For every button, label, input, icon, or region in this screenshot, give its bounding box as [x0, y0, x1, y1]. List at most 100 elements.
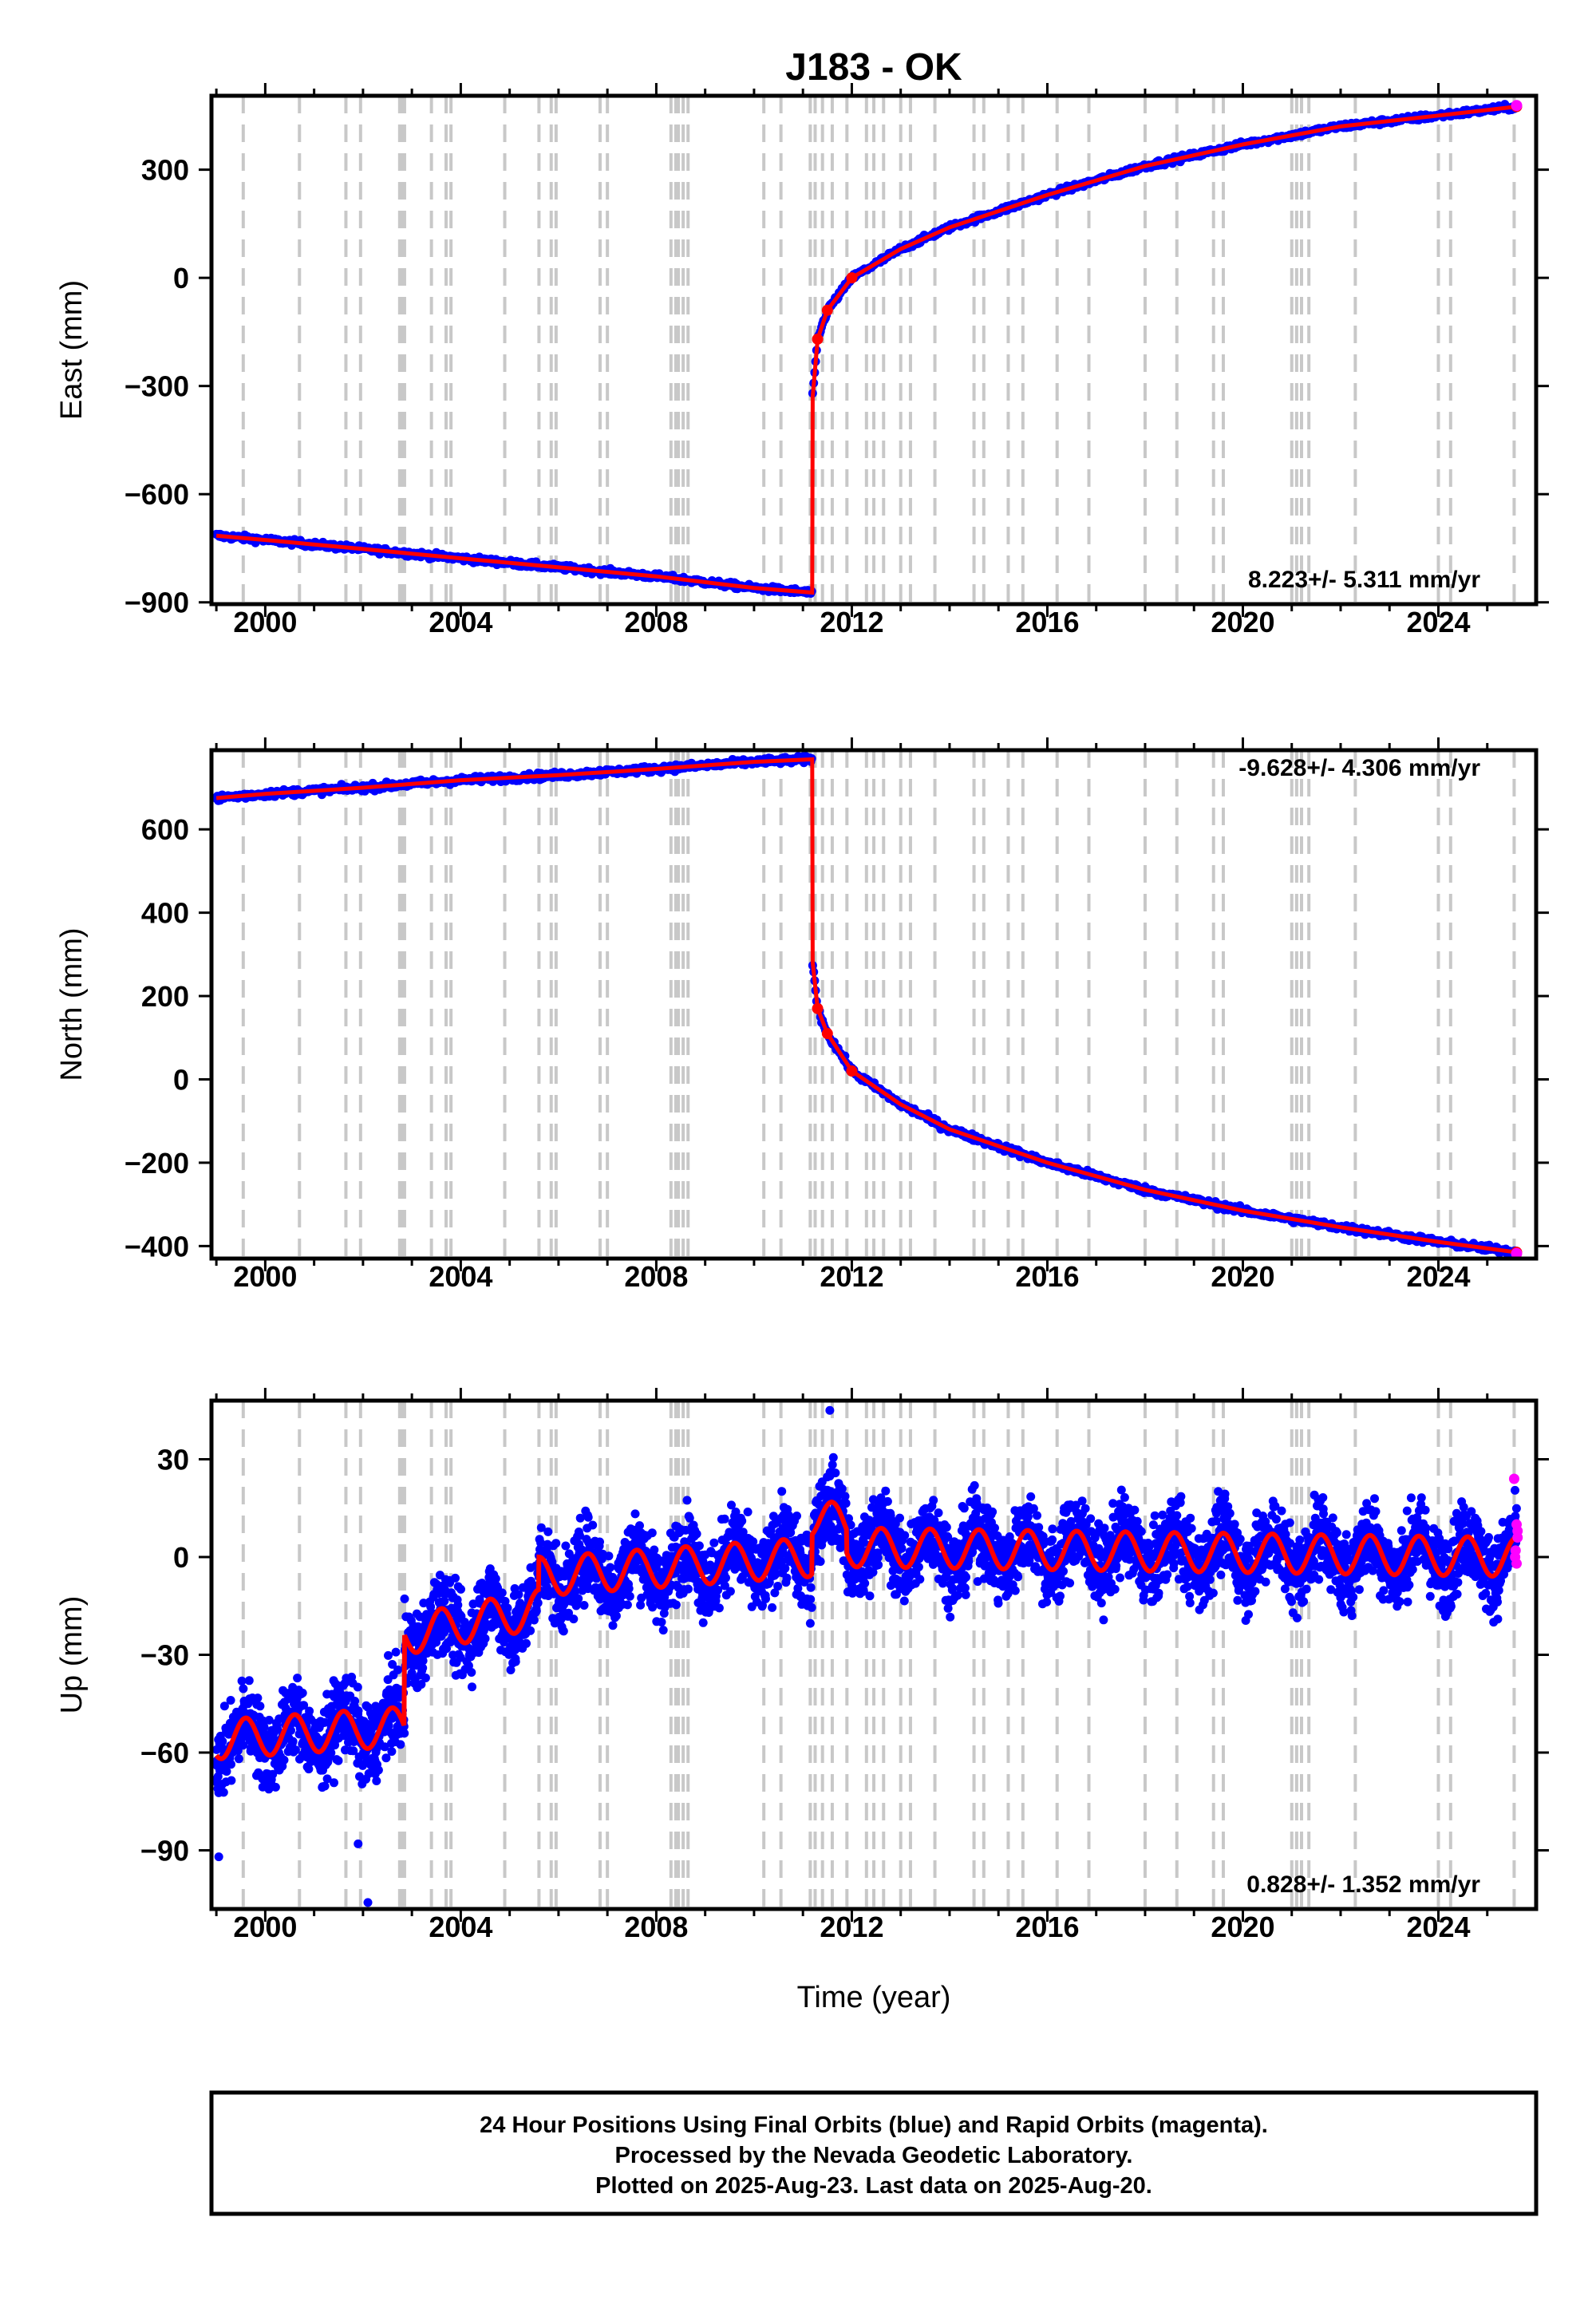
final-orbit-point — [237, 1676, 247, 1686]
figure-title: J183 - OK — [785, 46, 962, 89]
final-orbit-point — [777, 1487, 787, 1496]
final-orbit-point — [588, 1520, 598, 1530]
final-orbit-point — [713, 1585, 723, 1595]
final-orbit-point — [349, 1746, 358, 1756]
velocity-rate-label: 8.223+/- 5.311 mm/yr — [1248, 567, 1480, 593]
final-orbit-point — [720, 1514, 729, 1524]
final-orbit-point — [514, 1590, 523, 1599]
final-orbit-point — [354, 1706, 363, 1716]
final-orbit-point — [792, 1512, 801, 1520]
final-orbit-point — [286, 1725, 295, 1735]
final-orbit-point — [630, 1509, 640, 1519]
final-orbit-point — [322, 1774, 332, 1784]
model-fit-line — [215, 105, 1517, 595]
final-orbit-point — [259, 1722, 269, 1732]
final-orbit-point — [417, 1680, 426, 1689]
final-orbit-point — [451, 1573, 460, 1583]
final-orbit-point — [387, 1747, 397, 1757]
y-axis-label: East (mm) — [55, 280, 89, 420]
model-fit-marker — [821, 1028, 833, 1040]
final-orbit-point — [400, 1594, 409, 1603]
rapid-orbit-point — [1511, 100, 1523, 112]
final-orbit-point — [293, 1674, 302, 1683]
final-orbit-point — [768, 1512, 778, 1521]
final-orbit-point — [650, 1545, 659, 1555]
model-fit-marker — [812, 333, 824, 345]
final-orbit-point — [583, 1512, 593, 1522]
final-orbit-point — [770, 1588, 780, 1598]
rapid-orbit-point — [1511, 1247, 1523, 1259]
final-orbit-point — [749, 1537, 758, 1547]
final-orbit-point — [491, 1574, 500, 1583]
final-orbit-point — [268, 1769, 278, 1779]
y-tick-label: 0 — [173, 1063, 189, 1096]
final-orbit-point — [738, 1528, 748, 1537]
final-orbit-point — [559, 1626, 568, 1636]
final-orbit-point — [658, 1626, 668, 1635]
final-orbit-point — [288, 1737, 298, 1746]
final-orbit-point — [657, 1618, 666, 1626]
model-fit-marker — [812, 1002, 824, 1014]
final-orbit-point — [784, 1511, 793, 1520]
final-orbit-point — [692, 1529, 701, 1539]
final-orbit-point — [271, 1782, 280, 1792]
final-orbit-point — [393, 1665, 403, 1674]
final-orbit-point — [350, 1697, 360, 1705]
final-orbit-point — [391, 1647, 401, 1657]
x-tick-label: 2016 — [1015, 1260, 1079, 1293]
final-orbit-point — [372, 1777, 381, 1785]
final-orbit-point — [516, 1599, 525, 1608]
final-orbit-point — [464, 1661, 473, 1670]
final-orbit-point — [635, 1521, 644, 1531]
final-orbit-point — [595, 1537, 604, 1547]
final-orbit-point — [453, 1600, 463, 1610]
final-orbit-point — [569, 1614, 579, 1624]
model-fit-marker — [846, 272, 858, 284]
north-panel: 2000 2004 2008 2012 2016 2020 20246004002000−2… — [55, 737, 1549, 1293]
final-orbit-point — [227, 1776, 236, 1785]
final-orbit-point — [709, 1538, 719, 1547]
final-orbit-point — [604, 1551, 614, 1561]
y-axis-label: North (mm) — [55, 927, 89, 1081]
final-orbit-point — [218, 1737, 227, 1746]
y-tick-label: −400 — [124, 1230, 189, 1263]
final-orbit-point — [279, 1755, 289, 1765]
final-orbit-point — [440, 1596, 449, 1606]
final-orbit-point — [575, 1531, 584, 1540]
model-fit-line — [215, 757, 1517, 1255]
final-orbit-point — [737, 1516, 747, 1526]
x-tick-label: 2000 — [233, 606, 297, 638]
final-orbit-point — [685, 1513, 694, 1523]
final-orbit-point — [731, 1508, 741, 1516]
final-orbit-point — [227, 1760, 235, 1769]
final-orbit-point — [647, 1528, 657, 1538]
x-tick-label: 2004 — [429, 1260, 492, 1293]
final-orbit-point — [234, 1754, 243, 1764]
x-tick-label: 2008 — [624, 606, 688, 638]
final-orbit-point — [529, 1615, 539, 1625]
final-orbit-point — [684, 1584, 693, 1594]
final-orbit-point — [334, 1756, 343, 1765]
final-orbit-point — [773, 1582, 783, 1591]
final-orbit-point — [290, 1745, 300, 1755]
final-orbit-point — [421, 1674, 430, 1682]
final-orbit-point — [253, 1694, 263, 1703]
final-orbit-point — [727, 1500, 736, 1510]
final-orbit-point — [611, 1611, 621, 1621]
final-orbit-point — [531, 1607, 541, 1616]
final-orbit-point — [373, 1765, 383, 1775]
x-tick-label: 2020 — [1211, 606, 1274, 638]
final-orbit-point — [353, 1682, 362, 1692]
final-orbit-point — [264, 1715, 274, 1725]
final-orbit-point — [681, 1525, 690, 1535]
final-orbit-point — [239, 1741, 248, 1750]
final-orbit-point — [467, 1668, 476, 1677]
final-orbits-points — [211, 100, 1521, 598]
east-panel: 2000 2004 2008 2012 2016 2020 20243000−300−600… — [55, 83, 1549, 638]
final-orbit-point — [608, 1621, 618, 1630]
final-orbit-point — [522, 1638, 531, 1648]
final-orbit-point — [720, 1581, 729, 1591]
y-tick-label: 200 — [141, 980, 189, 1013]
y-tick-label: 400 — [141, 897, 189, 930]
x-tick-label: 2020 — [1211, 1260, 1274, 1293]
